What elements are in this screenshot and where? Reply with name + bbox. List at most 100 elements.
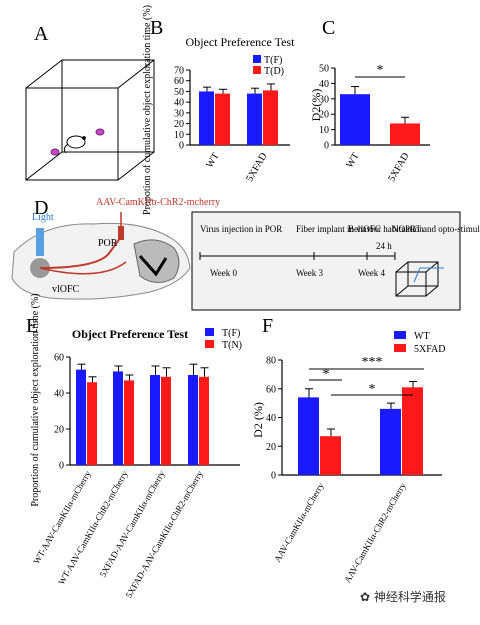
chart-b-title: Object Preference Test bbox=[186, 35, 296, 49]
legend-label: T(N) bbox=[222, 340, 242, 351]
legend-swatch bbox=[253, 66, 261, 74]
y-tick-label: 40 bbox=[319, 79, 329, 90]
legend-swatch bbox=[394, 331, 406, 339]
bar-T(F)-WT bbox=[199, 91, 214, 145]
panel-letter-e: E bbox=[26, 315, 38, 337]
watermark: ✿ 神经科学通报 bbox=[360, 590, 446, 604]
legend-label: 5XFAD bbox=[414, 344, 445, 355]
timeline-interval: 24 h bbox=[376, 241, 392, 251]
significance-star: * bbox=[377, 63, 384, 78]
panel-letter-d: D bbox=[34, 197, 48, 219]
bar-WT-0 bbox=[298, 397, 319, 475]
x-tick-label: 5XFAD bbox=[386, 151, 411, 184]
timeline-week-3: Week 3 bbox=[296, 268, 324, 278]
panel-letter-a: A bbox=[34, 23, 49, 45]
x-tick-label: AAV-CamKIIα-ChR2-mCherry bbox=[342, 481, 408, 585]
y-tick-label: 20 bbox=[266, 442, 276, 453]
y-tick-label: 60 bbox=[174, 76, 184, 87]
bar-T(D)-WT bbox=[215, 93, 230, 145]
y-tick-label: 30 bbox=[174, 108, 184, 119]
timeline-step-4: NOPRT and opto-stimulation bbox=[392, 224, 480, 234]
y-tick-label: 40 bbox=[54, 389, 64, 400]
legend-swatch bbox=[394, 344, 406, 352]
legend-swatch bbox=[205, 328, 214, 336]
vlofc-label: vlOFC bbox=[52, 284, 80, 295]
chart-e: 0204060WT-AAV-CamKIIα-mCherryWT-AAV-CamK… bbox=[31, 328, 242, 600]
y-tick-label: 40 bbox=[174, 98, 184, 109]
y-tick-label: 10 bbox=[174, 130, 184, 141]
y-tick-label: 0 bbox=[271, 471, 276, 482]
chart-c: 0 10 20 30 40 50 WT 5XFAD * bbox=[319, 63, 430, 184]
y-tick-label: 0 bbox=[59, 461, 64, 472]
bar-WT-1 bbox=[380, 408, 401, 475]
chart-e-ylabel: Proportion of cumulative object explorat… bbox=[30, 293, 41, 506]
sig-label-3: * bbox=[369, 382, 376, 397]
y-tick-label: 60 bbox=[54, 353, 64, 364]
x-tick-label: 5XFAD-AAV-CamKIIα-mCherry bbox=[98, 469, 167, 579]
y-tick-label: 0 bbox=[324, 141, 329, 152]
chart-e-title: Object Preference Test bbox=[72, 327, 188, 341]
bar-T(F)-3 bbox=[188, 375, 198, 465]
bar-T(F)-2 bbox=[150, 375, 160, 465]
chart-b-ylabel: Propotion of cumulative object explorati… bbox=[142, 5, 153, 215]
virus-label: AAV-CamKIIα-ChR2-mcherry bbox=[96, 197, 220, 208]
bar-T(F)-0 bbox=[76, 369, 86, 465]
y-tick-label: 20 bbox=[54, 425, 64, 436]
x-tick-label: WT bbox=[344, 151, 361, 170]
legend-label: T(F) bbox=[264, 55, 282, 66]
legend-swatch bbox=[253, 55, 261, 63]
legend-swatch bbox=[205, 340, 214, 348]
bar-T(F)-1 bbox=[113, 371, 123, 465]
legend-label: WT bbox=[414, 331, 430, 342]
brain-schematic bbox=[11, 212, 191, 300]
bar-5XFAD bbox=[390, 123, 420, 145]
chart-f: 0 20 40 60 80 AAV-CamKIIα-mCherry AAV-CamKIIα-… bbox=[266, 331, 445, 584]
legend-label: T(D) bbox=[264, 66, 284, 77]
panel-letter-f: F bbox=[262, 315, 273, 337]
bar-T(F)-5XFAD bbox=[247, 93, 262, 145]
timeline-step-1: Virus injection in POR bbox=[200, 224, 282, 234]
y-tick-label: 50 bbox=[319, 64, 329, 75]
bar-5XFAD-0 bbox=[320, 436, 341, 475]
y-tick-label: 50 bbox=[174, 87, 184, 98]
open-field-box-illustration bbox=[25, 59, 155, 181]
y-tick-label: 80 bbox=[266, 356, 276, 367]
y-tick-label: 20 bbox=[319, 110, 329, 121]
sig-label-2: *** bbox=[362, 355, 383, 370]
timeline-week-4: Week 4 bbox=[358, 268, 386, 278]
panel-letter-c: C bbox=[322, 17, 335, 39]
y-tick-label: 70 bbox=[174, 66, 184, 77]
x-tick-label: WT bbox=[204, 151, 221, 170]
chart-f-ylabel: D2 (%) bbox=[251, 402, 265, 438]
bar-T(N)-1 bbox=[124, 380, 134, 465]
bar-WT bbox=[340, 94, 370, 145]
legend-label: T(F) bbox=[222, 328, 240, 339]
light-label: Light bbox=[32, 212, 54, 223]
y-tick-label: 30 bbox=[319, 94, 329, 105]
timeline-box bbox=[191, 211, 461, 311]
bar-T(N)-2 bbox=[161, 376, 171, 465]
bar-T(D)-5XFAD bbox=[263, 90, 278, 145]
panel-letter-b: B bbox=[150, 17, 163, 39]
y-tick-label: 0 bbox=[179, 141, 184, 152]
watermark-text: 神经科学通报 bbox=[373, 590, 446, 604]
x-tick-label: 5XFAD bbox=[244, 151, 269, 184]
y-tick-label: 20 bbox=[174, 119, 184, 130]
y-tick-label: 60 bbox=[266, 384, 276, 395]
x-tick-label: WT-AAV-CamKIIα-ChR2-mCherry bbox=[56, 469, 130, 587]
timeline-step-3: Behavior habituation bbox=[348, 224, 424, 234]
por-label: POR bbox=[98, 238, 118, 249]
sig-label-1: * bbox=[323, 367, 330, 382]
chart-c-ylabel: D2(%) bbox=[309, 89, 323, 122]
bar-T(N)-0 bbox=[87, 382, 97, 465]
x-tick-label: 5XFAD-AAV-CamKIIα-ChR2-mCherry bbox=[124, 469, 205, 600]
timeline-week-0: Week 0 bbox=[210, 268, 238, 278]
y-tick-label: 40 bbox=[266, 413, 276, 424]
bar-5XFAD-1 bbox=[402, 387, 423, 475]
y-tick-label: 10 bbox=[319, 125, 329, 136]
timeline-step-2: Fiber implant in vlOFC bbox=[296, 224, 381, 234]
x-tick-label: AAV-CamKIIα-mCherry bbox=[272, 481, 326, 564]
bar-T(N)-3 bbox=[199, 376, 209, 465]
